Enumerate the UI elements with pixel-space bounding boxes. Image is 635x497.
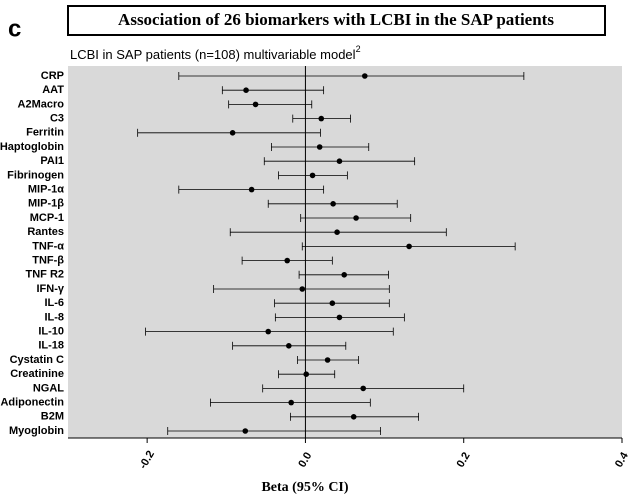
category-label: B2M xyxy=(41,411,64,423)
category-label: IFN-γ xyxy=(37,283,65,295)
point-estimate xyxy=(284,257,291,264)
point-estimate xyxy=(248,186,255,193)
point-estimate xyxy=(242,428,249,434)
point-estimate xyxy=(303,371,310,378)
point-estimate xyxy=(350,414,357,420)
title-box xyxy=(67,5,606,36)
point-estimate xyxy=(252,101,259,108)
category-label: CRP xyxy=(41,70,64,82)
category-label: Rantes xyxy=(27,226,64,238)
category-label: A2Macro xyxy=(18,98,65,110)
point-estimate xyxy=(309,172,316,179)
category-label: Ferritin xyxy=(26,127,64,139)
chart-title: Association of 26 biomarkers with LCBI i… xyxy=(118,10,554,29)
x-tick-label: 0.4 xyxy=(613,450,631,470)
x-tick-label: -0.2 xyxy=(137,449,157,471)
category-label: NGAL xyxy=(33,382,64,394)
x-axis-label: Beta (95% CI) xyxy=(261,480,348,495)
category-label: C3 xyxy=(50,113,64,125)
category-label: Haptoglobin xyxy=(0,141,64,153)
point-estimate xyxy=(330,201,336,207)
subtitle: LCBI in SAP patients (n=108) multivariab… xyxy=(70,44,361,62)
point-estimate xyxy=(336,314,343,321)
category-label: MIP-1β xyxy=(28,198,64,210)
point-estimate xyxy=(299,286,306,292)
category-label: PAI1 xyxy=(40,155,64,167)
point-estimate xyxy=(229,130,236,136)
point-estimate xyxy=(360,385,367,392)
point-estimate xyxy=(288,399,294,406)
subtitle-text: LCBI in SAP patients (n=108) multivariab… xyxy=(70,47,356,62)
x-tick-label: 0.2 xyxy=(455,450,473,469)
category-label: Fibrinogen xyxy=(7,169,64,181)
category-label: TNF-α xyxy=(32,240,64,252)
category-label: Creatinine xyxy=(10,368,64,380)
point-estimate xyxy=(316,144,323,150)
x-tick-label: 0.0 xyxy=(296,450,314,469)
category-label: Myoglobin xyxy=(9,425,64,437)
point-estimate xyxy=(329,300,336,307)
point-estimate xyxy=(318,115,325,122)
point-estimate xyxy=(336,158,343,164)
category-label: IL-8 xyxy=(44,311,64,323)
point-estimate xyxy=(286,343,292,349)
point-estimate xyxy=(341,272,348,278)
category-label: IL-10 xyxy=(38,326,64,338)
category-label: TNF R2 xyxy=(26,269,65,281)
category-label: IL-18 xyxy=(38,340,64,352)
point-estimate xyxy=(265,328,272,335)
panel-label: c xyxy=(8,15,21,42)
category-label: MCP-1 xyxy=(30,212,64,224)
category-label: IL-6 xyxy=(44,297,64,309)
category-label: Adiponectin xyxy=(0,397,64,409)
plot-background xyxy=(68,66,622,438)
point-estimate xyxy=(243,87,249,93)
subtitle-superscript: 2 xyxy=(356,44,361,54)
point-estimate xyxy=(361,73,368,79)
point-estimate xyxy=(324,357,331,363)
point-estimate xyxy=(406,243,412,250)
category-label: AAT xyxy=(42,84,64,96)
point-estimate xyxy=(334,229,340,235)
category-label: TNF-β xyxy=(32,255,64,267)
category-label: MIP-1α xyxy=(28,184,64,196)
point-estimate xyxy=(353,215,359,221)
category-label: Cystatin C xyxy=(10,354,64,366)
